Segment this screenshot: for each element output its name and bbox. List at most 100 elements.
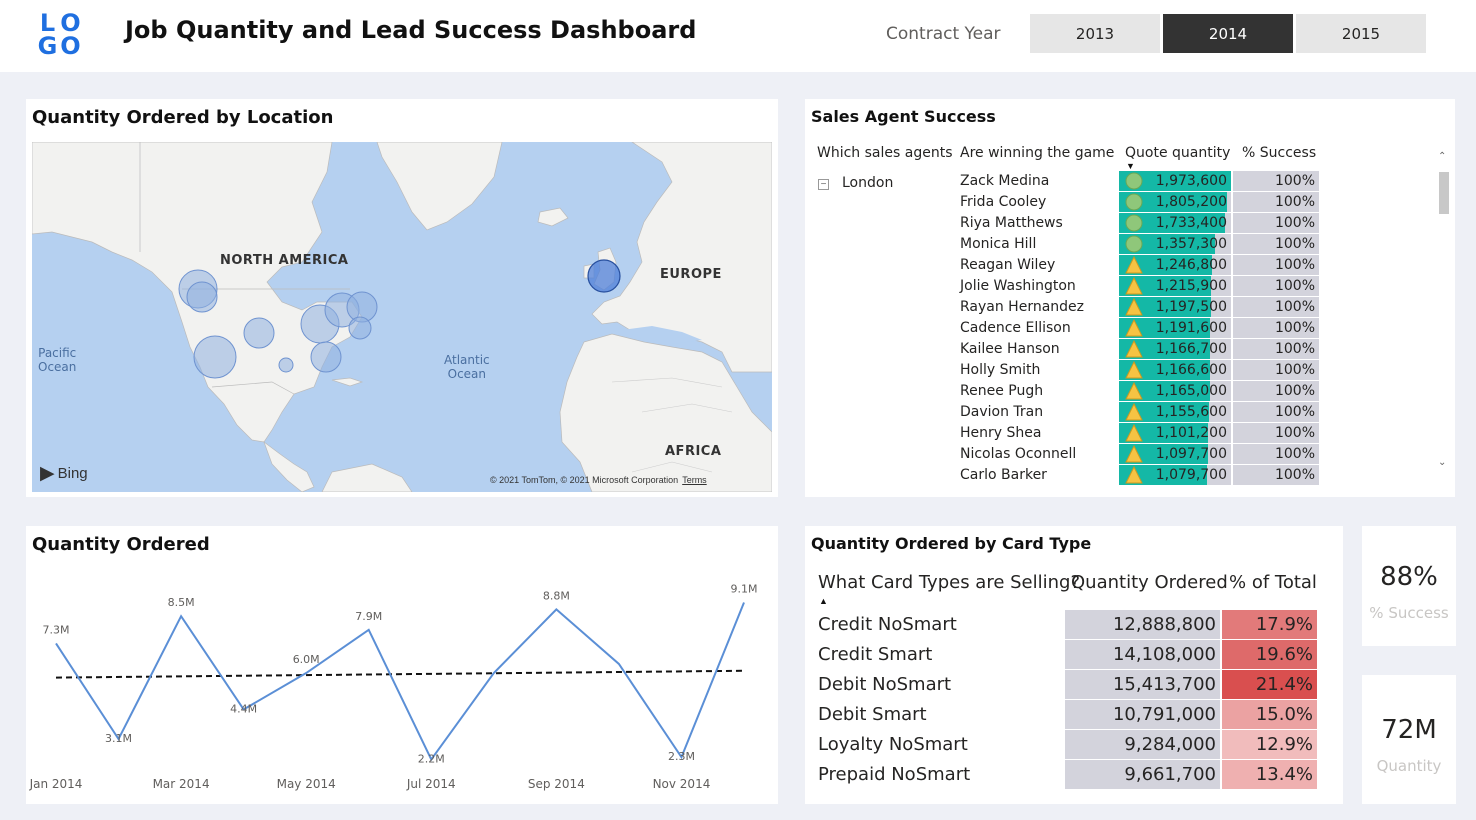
x-tick-label: Sep 2014 xyxy=(528,777,585,791)
table-row[interactable]: Loyalty NoSmart 9,284,000 12.9% xyxy=(805,730,1345,760)
success-cell: 100% xyxy=(1233,423,1319,443)
map-bubble[interactable] xyxy=(186,281,218,313)
circle-indicator-icon xyxy=(1125,172,1143,195)
col-header-card-types[interactable]: What Card Types are Selling? xyxy=(818,572,1081,593)
table-row[interactable]: Jolie Washington 1,215,900 100% xyxy=(805,276,1445,297)
table-row[interactable]: Carlo Barker 1,079,700 100% xyxy=(805,465,1445,486)
kpi-success-label: % Success xyxy=(1369,604,1449,622)
agent-name: Jolie Washington xyxy=(960,278,1076,294)
year-2013-button[interactable]: 2013 xyxy=(1030,14,1160,53)
year-2014-button[interactable]: 2014 xyxy=(1163,14,1293,53)
quote-quantity-value: 1,166,600 xyxy=(1155,362,1227,378)
table-row[interactable]: Henry Shea 1,101,200 100% xyxy=(805,423,1445,444)
map-bubble[interactable] xyxy=(193,335,237,379)
triangle-indicator-icon xyxy=(1125,360,1143,384)
map-bubble-london[interactable] xyxy=(587,259,621,293)
table-row[interactable]: Zack Medina 1,973,600 100% xyxy=(805,171,1445,192)
table-row[interactable]: Cadence Ellison 1,191,600 100% xyxy=(805,318,1445,339)
scrollbar-thumb[interactable] xyxy=(1439,172,1449,214)
success-cell: 100% xyxy=(1233,444,1319,464)
map-bubble[interactable] xyxy=(243,317,275,349)
data-point[interactable] xyxy=(616,661,622,667)
quantity-cell: 9,284,000 xyxy=(1065,730,1220,759)
table-row[interactable]: Debit NoSmart 15,413,700 21.4% xyxy=(805,670,1345,700)
quote-quantity-value: 1,155,600 xyxy=(1155,404,1227,420)
quote-quantity-cell: 1,079,700 xyxy=(1119,465,1231,485)
pct-value: 19.6% xyxy=(1255,644,1313,665)
quote-quantity-value: 1,805,200 xyxy=(1155,194,1227,210)
table-row[interactable]: Kailee Hanson 1,166,700 100% xyxy=(805,339,1445,360)
map-bubble[interactable] xyxy=(348,316,372,340)
table-row[interactable]: Frida Cooley 1,805,200 100% xyxy=(805,192,1445,213)
quote-quantity-cell: 1,101,200 xyxy=(1119,423,1231,443)
data-point[interactable] xyxy=(366,627,372,633)
success-value: 100% xyxy=(1274,425,1315,441)
logo-letter: O xyxy=(60,9,81,37)
table-row[interactable]: Rayan Hernandez 1,197,500 100% xyxy=(805,297,1445,318)
data-point[interactable] xyxy=(178,613,184,619)
table-row[interactable]: Debit Smart 10,791,000 15.0% xyxy=(805,700,1345,730)
table-row[interactable]: Nicolas Oconnell 1,097,700 100% xyxy=(805,444,1445,465)
pct-value: 17.9% xyxy=(1255,614,1313,635)
agent-name: Frida Cooley xyxy=(960,194,1047,210)
series-line[interactable] xyxy=(55,602,745,762)
col-header-winning[interactable]: Are winning the game xyxy=(960,145,1115,161)
pct-value: 13.4% xyxy=(1255,764,1313,785)
quantity-databar xyxy=(1119,444,1208,464)
terms-link[interactable]: Terms xyxy=(682,475,707,485)
quantity-databar xyxy=(1119,171,1231,191)
success-cell: 100% xyxy=(1233,276,1319,296)
table-row[interactable]: Prepaid NoSmart 9,661,700 13.4% xyxy=(805,760,1345,790)
quantity-line-card: Quantity Ordered 7.3M 3.1M 8.5M 4.4M 6.0M 7.9… xyxy=(26,526,778,804)
quantity-databar xyxy=(1119,213,1225,233)
table-row[interactable]: Monica Hill 1,357,300 100% xyxy=(805,234,1445,255)
success-value: 100% xyxy=(1274,320,1315,336)
table-row[interactable]: Credit NoSmart 12,888,800 17.9% xyxy=(805,610,1345,640)
data-point[interactable] xyxy=(491,670,497,676)
scroll-up-icon[interactable]: ⌃ xyxy=(1438,151,1447,162)
table-row[interactable]: Riya Matthews 1,733,400 100% xyxy=(805,213,1445,234)
kpi-success-value: 88% xyxy=(1380,562,1438,592)
success-value: 100% xyxy=(1274,236,1315,252)
line-chart-title: Quantity Ordered xyxy=(32,534,210,555)
location-map[interactable]: NORTH AMERICA EUROPE AFRICA Pacific Ocea… xyxy=(32,142,772,492)
col-header-success[interactable]: % Success xyxy=(1242,145,1317,161)
data-label: 7.9M xyxy=(355,610,382,623)
scroll-down-icon[interactable]: ⌄ xyxy=(1438,457,1447,468)
pct-value: 15.0% xyxy=(1255,704,1313,725)
success-value: 100% xyxy=(1274,404,1315,420)
col-header-quote-quantity[interactable]: Quote quantity xyxy=(1125,145,1231,161)
quantity-line-chart[interactable]: 7.3M 3.1M 8.5M 4.4M 6.0M 7.9M 2.2M 8.8M 2.3M 9.1M… xyxy=(26,526,778,804)
sales-agent-rows: Zack Medina 1,973,600 100% Frida Cooley 1,80… xyxy=(805,171,1445,491)
table-row[interactable]: Davion Tran 1,155,600 100% xyxy=(805,402,1445,423)
quote-quantity-value: 1,101,200 xyxy=(1155,425,1227,441)
table-row[interactable]: Holly Smith 1,166,600 100% xyxy=(805,360,1445,381)
col-header-agents[interactable]: Which sales agents xyxy=(817,145,953,161)
data-point[interactable] xyxy=(53,640,59,646)
table-row[interactable]: Renee Pugh 1,165,000 100% xyxy=(805,381,1445,402)
data-point[interactable] xyxy=(303,670,309,676)
agent-name: Kailee Hanson xyxy=(960,341,1060,357)
map-bubble[interactable] xyxy=(278,357,294,373)
table-row[interactable]: Credit Smart 14,108,000 19.6% xyxy=(805,640,1345,670)
agent-name: Renee Pugh xyxy=(960,383,1044,399)
map-bubble[interactable] xyxy=(310,341,342,373)
col-header-quantity-ordered[interactable]: Quantity Ordered xyxy=(1071,572,1228,593)
pct-cell: 17.9% xyxy=(1222,610,1317,639)
card-type-name: Credit Smart xyxy=(818,644,933,665)
data-point[interactable] xyxy=(741,600,747,606)
table-row[interactable]: Reagan Wiley 1,246,800 100% xyxy=(805,255,1445,276)
data-point[interactable] xyxy=(553,606,559,612)
map-label-pacific-ocean: Pacific Ocean xyxy=(38,346,77,374)
map-land xyxy=(32,142,772,492)
year-2015-button[interactable]: 2015 xyxy=(1296,14,1426,53)
success-value: 100% xyxy=(1274,383,1315,399)
map-label-europe: EUROPE xyxy=(660,267,722,282)
agent-name: Nicolas Oconnell xyxy=(960,446,1077,462)
triangle-indicator-icon xyxy=(1125,381,1143,405)
col-header-pct-total[interactable]: % of Total xyxy=(1229,572,1317,593)
success-value: 100% xyxy=(1274,215,1315,231)
logo: L O G O xyxy=(36,9,82,58)
collapse-icon[interactable]: − xyxy=(818,179,829,190)
quantity-value: 10,791,000 xyxy=(1112,704,1216,725)
